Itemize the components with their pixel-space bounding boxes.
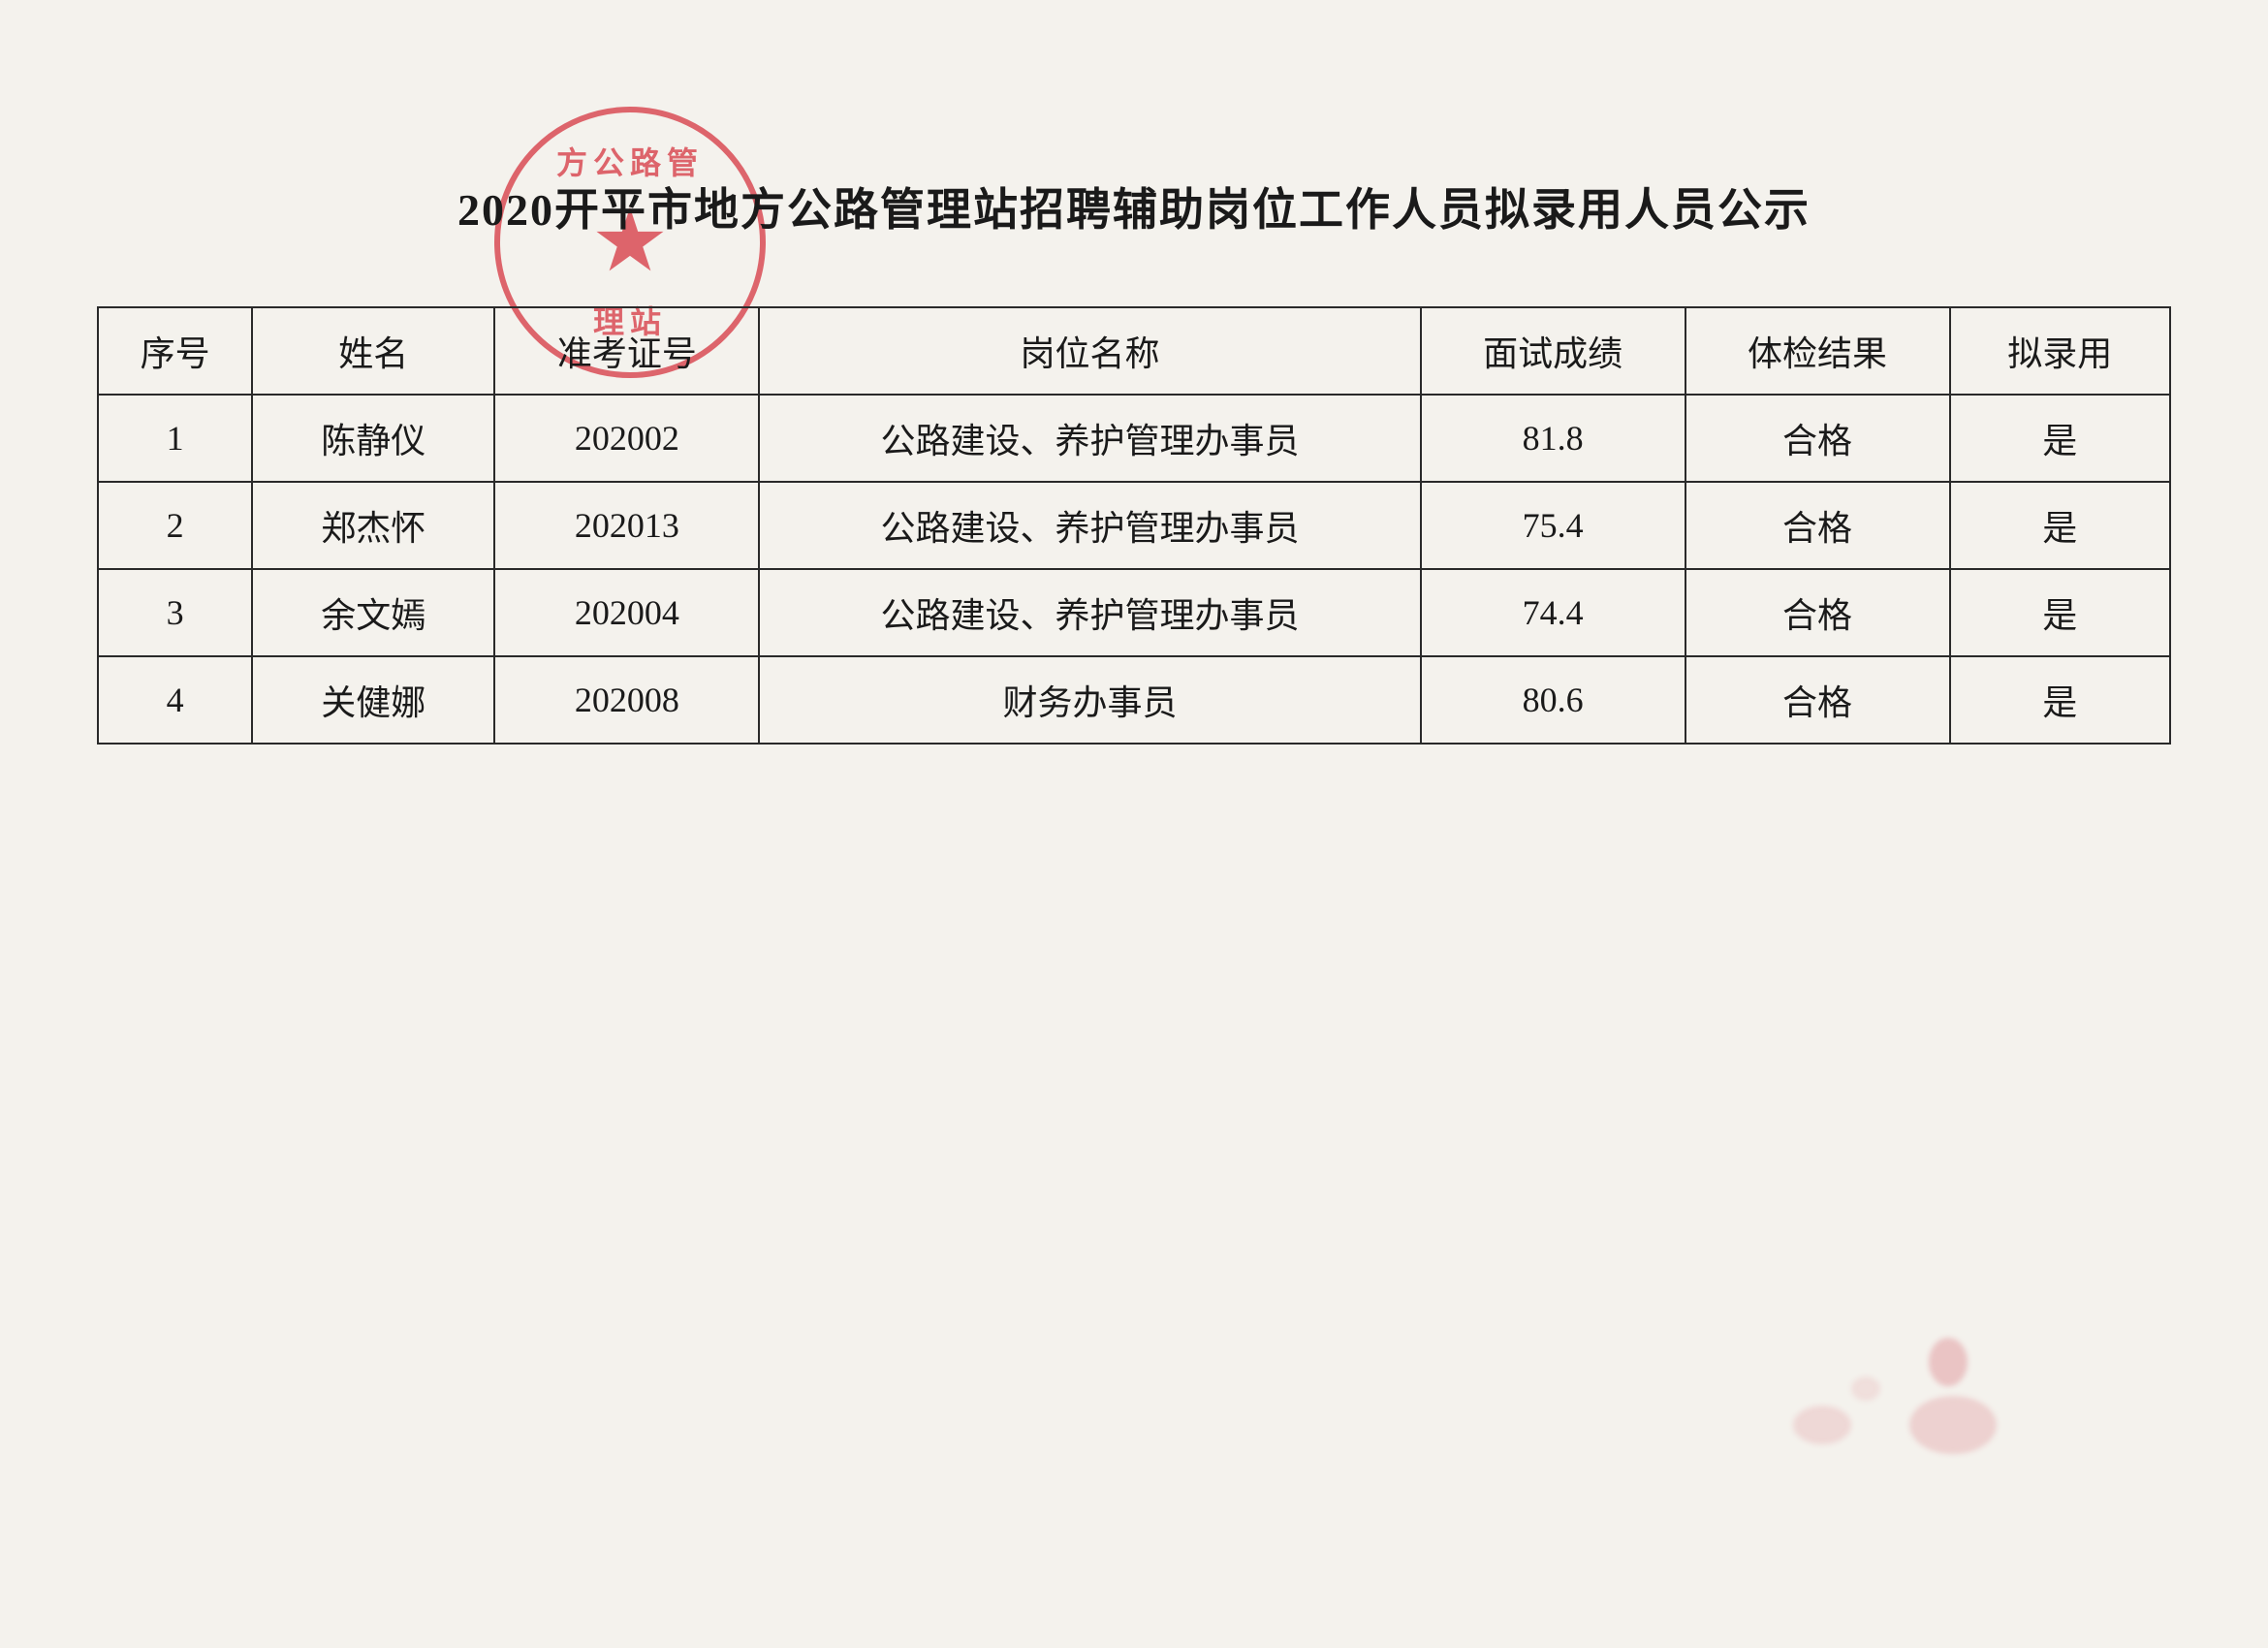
cell-hire: 是: [1950, 656, 2171, 744]
cell-name: 余文嫣: [252, 569, 494, 656]
candidates-table: 序号 姓名 准考证号 岗位名称 面试成绩 体检结果 拟录用 1 陈静仪 2020…: [97, 306, 2171, 745]
table-row: 2 郑杰怀 202013 公路建设、养护管理办事员 75.4 合格 是: [98, 482, 2170, 569]
cell-score: 74.4: [1421, 569, 1685, 656]
smudge-mark: [1793, 1406, 1851, 1444]
cell-health: 合格: [1685, 482, 1950, 569]
cell-exam: 202013: [494, 482, 759, 569]
cell-name: 关健娜: [252, 656, 494, 744]
cell-position: 公路建设、养护管理办事员: [759, 482, 1420, 569]
col-header-score: 面试成绩: [1421, 307, 1685, 395]
cell-exam: 202004: [494, 569, 759, 656]
cell-name: 陈静仪: [252, 395, 494, 482]
cell-position: 公路建设、养护管理办事员: [759, 569, 1420, 656]
smudge-mark: [1851, 1377, 1880, 1401]
cell-name: 郑杰怀: [252, 482, 494, 569]
cell-seq: 1: [98, 395, 252, 482]
table-header-row: 序号 姓名 准考证号 岗位名称 面试成绩 体检结果 拟录用: [98, 307, 2170, 395]
ink-smudge: [1735, 1328, 2026, 1474]
cell-seq: 3: [98, 569, 252, 656]
col-header-hire: 拟录用: [1950, 307, 2171, 395]
col-header-exam: 准考证号: [494, 307, 759, 395]
smudge-mark: [1909, 1396, 1997, 1454]
cell-score: 80.6: [1421, 656, 1685, 744]
cell-score: 81.8: [1421, 395, 1685, 482]
cell-exam: 202002: [494, 395, 759, 482]
document-title: 2020开平市地方公路管理站招聘辅助岗位工作人员拟录用人员公示: [97, 174, 2171, 238]
cell-health: 合格: [1685, 395, 1950, 482]
col-header-seq: 序号: [98, 307, 252, 395]
cell-health: 合格: [1685, 656, 1950, 744]
cell-hire: 是: [1950, 569, 2171, 656]
cell-health: 合格: [1685, 569, 1950, 656]
cell-position: 公路建设、养护管理办事员: [759, 395, 1420, 482]
table-row: 1 陈静仪 202002 公路建设、养护管理办事员 81.8 合格 是: [98, 395, 2170, 482]
col-header-position: 岗位名称: [759, 307, 1420, 395]
cell-exam: 202008: [494, 656, 759, 744]
table-row: 3 余文嫣 202004 公路建设、养护管理办事员 74.4 合格 是: [98, 569, 2170, 656]
col-header-name: 姓名: [252, 307, 494, 395]
col-header-health: 体检结果: [1685, 307, 1950, 395]
cell-seq: 2: [98, 482, 252, 569]
cell-hire: 是: [1950, 482, 2171, 569]
cell-position: 财务办事员: [759, 656, 1420, 744]
cell-seq: 4: [98, 656, 252, 744]
cell-score: 75.4: [1421, 482, 1685, 569]
table-row: 4 关健娜 202008 财务办事员 80.6 合格 是: [98, 656, 2170, 744]
cell-hire: 是: [1950, 395, 2171, 482]
smudge-mark: [1929, 1338, 1968, 1386]
document-page: 方公路管 理站 ★ 2020开平市地方公路管理站招聘辅助岗位工作人员拟录用人员公…: [0, 0, 2268, 745]
